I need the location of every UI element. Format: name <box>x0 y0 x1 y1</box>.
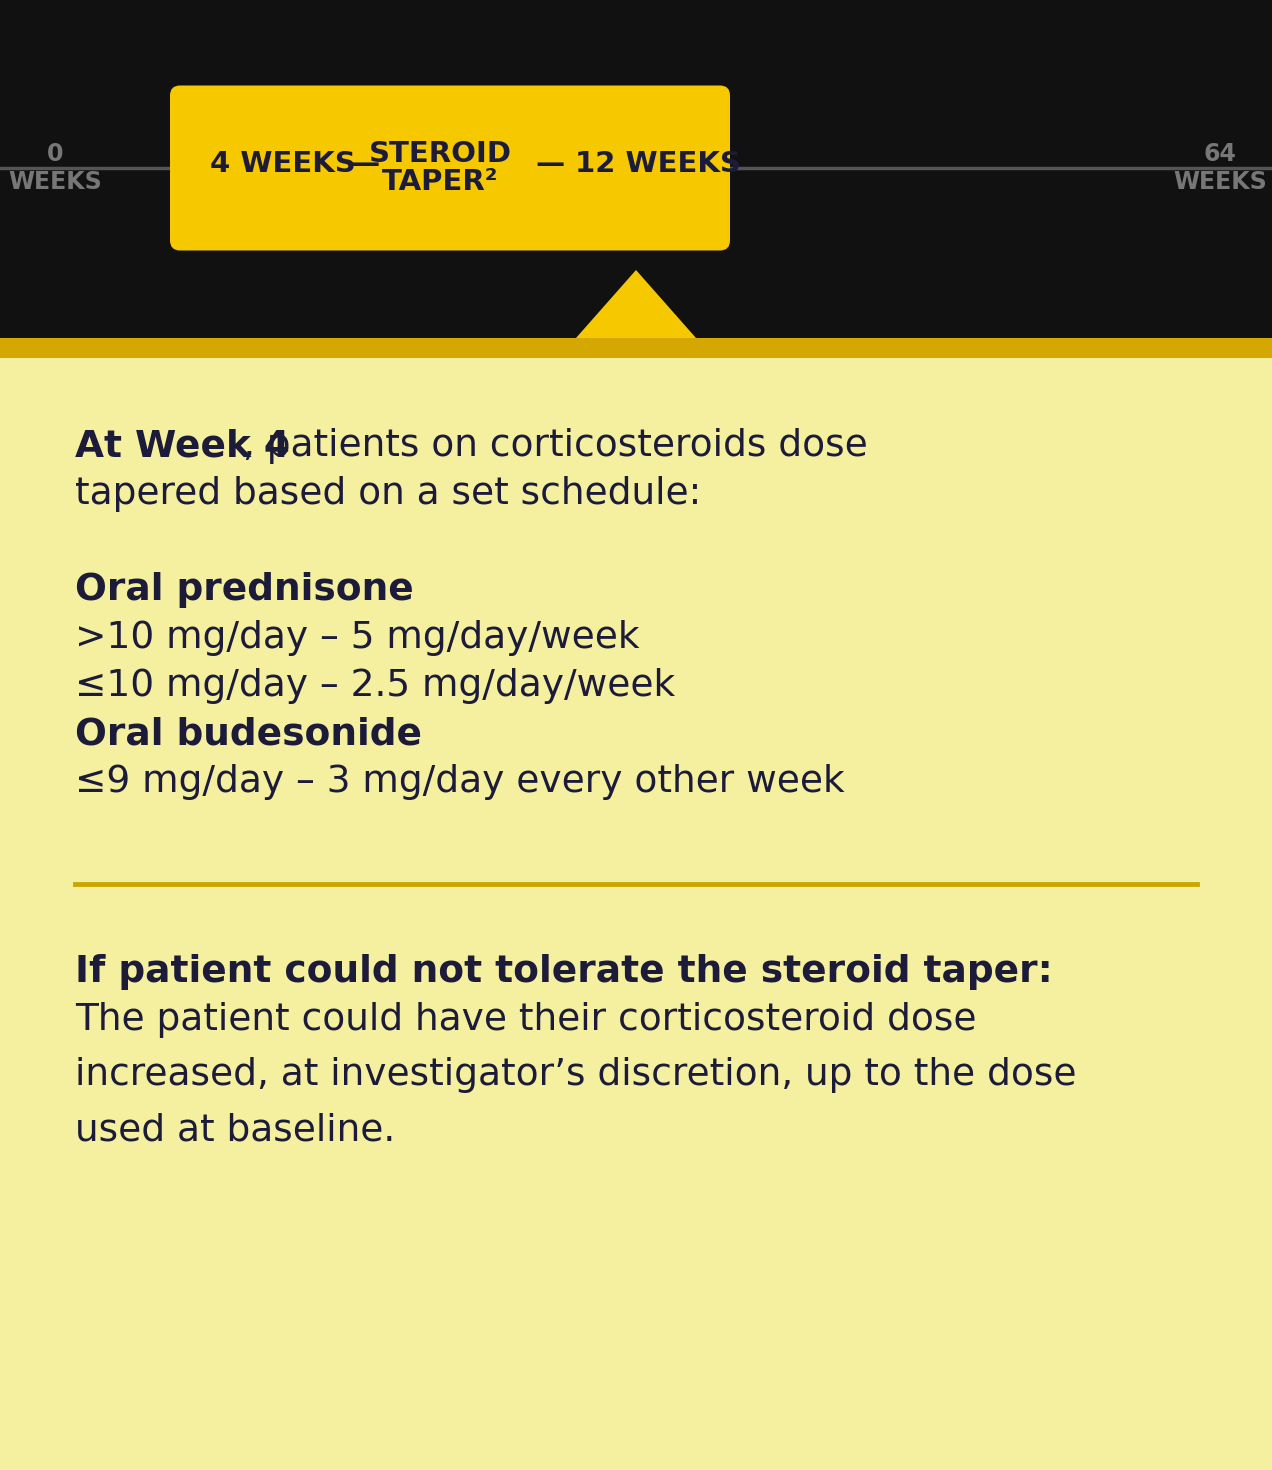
Text: WEEKS: WEEKS <box>8 171 102 194</box>
FancyBboxPatch shape <box>170 85 730 250</box>
Text: ≤10 mg/day – 2.5 mg/day/week: ≤10 mg/day – 2.5 mg/day/week <box>75 667 675 704</box>
Text: If patient could not tolerate the steroid taper:: If patient could not tolerate the steroi… <box>75 954 1053 989</box>
Text: increased, at investigator’s discretion, up to the dose: increased, at investigator’s discretion,… <box>75 1057 1076 1094</box>
Text: 64: 64 <box>1203 143 1236 166</box>
Text: 0: 0 <box>47 143 64 166</box>
Bar <box>0 338 1272 1470</box>
Bar <box>0 338 1272 359</box>
Text: TAPER²: TAPER² <box>382 168 499 196</box>
Text: Oral budesonide: Oral budesonide <box>75 716 422 753</box>
Bar <box>0 0 1272 338</box>
Text: —: — <box>536 150 565 178</box>
Text: —: — <box>350 150 379 178</box>
Text: 4 WEEKS: 4 WEEKS <box>210 150 356 178</box>
Text: ≤9 mg/day – 3 mg/day every other week: ≤9 mg/day – 3 mg/day every other week <box>75 764 845 800</box>
Text: , patients on corticosteroids dose: , patients on corticosteroids dose <box>243 428 868 465</box>
Text: >10 mg/day – 5 mg/day/week: >10 mg/day – 5 mg/day/week <box>75 620 640 656</box>
Text: At Week 4: At Week 4 <box>75 428 290 465</box>
Text: The patient could have their corticosteroid dose: The patient could have their corticoster… <box>75 1003 977 1038</box>
Text: STEROID: STEROID <box>369 140 511 168</box>
Text: 12 WEEKS: 12 WEEKS <box>575 150 740 178</box>
Text: used at baseline.: used at baseline. <box>75 1113 396 1148</box>
Text: Oral prednisone: Oral prednisone <box>75 572 413 609</box>
Polygon shape <box>576 270 696 338</box>
Text: tapered based on a set schedule:: tapered based on a set schedule: <box>75 476 701 512</box>
Text: WEEKS: WEEKS <box>1173 171 1267 194</box>
